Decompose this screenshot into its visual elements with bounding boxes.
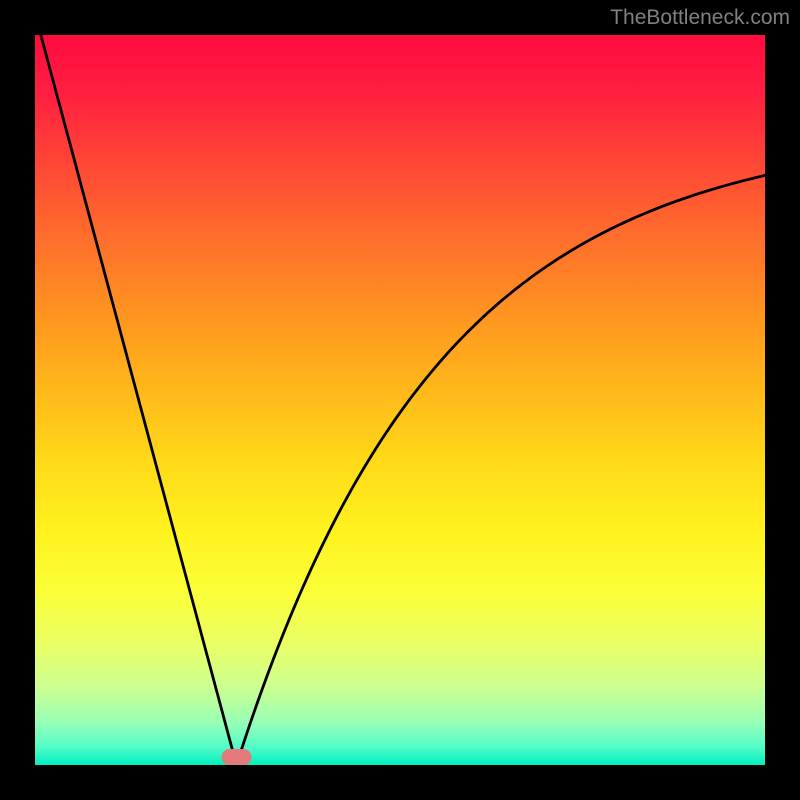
watermark-text: TheBottleneck.com — [610, 6, 790, 30]
chart-container: TheBottleneck.com — [0, 0, 800, 800]
optimal-marker — [221, 749, 251, 765]
bottleneck-chart — [0, 0, 800, 800]
plot-background — [35, 35, 765, 765]
